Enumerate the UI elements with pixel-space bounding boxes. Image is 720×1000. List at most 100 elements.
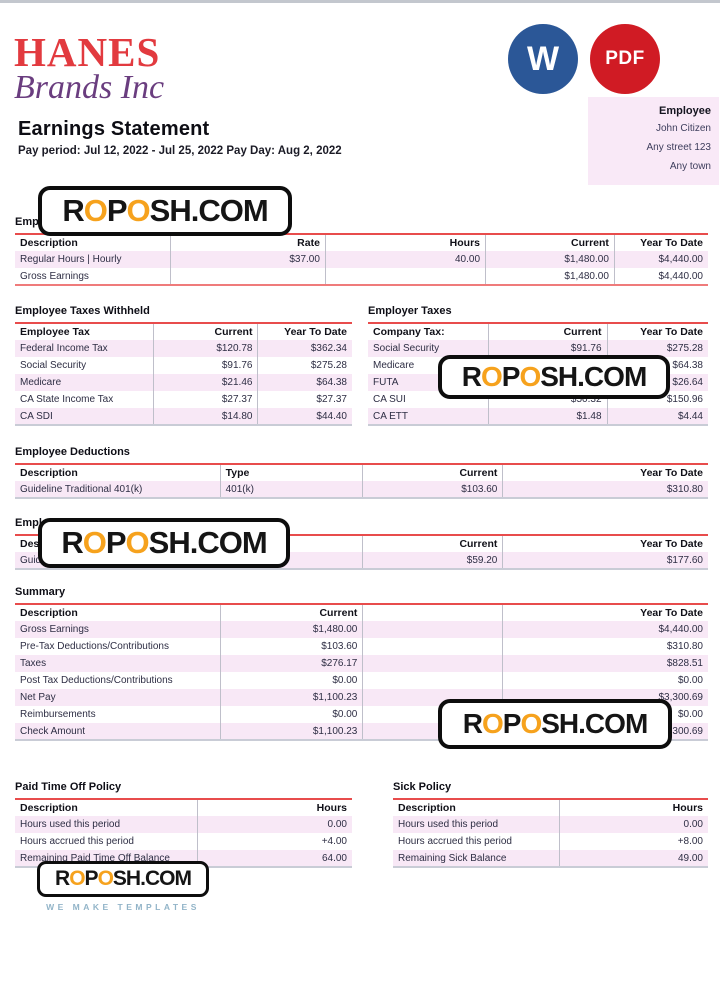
- pdf-file-icon[interactable]: PDF: [590, 24, 660, 94]
- watermark-letter: .: [189, 525, 199, 560]
- column-header: Description: [20, 802, 78, 814]
- logo-text-hanes: HANES: [14, 29, 161, 75]
- table-cell: $103.60: [362, 481, 503, 498]
- table-cell: [362, 672, 503, 689]
- section-title-sick-policy: Sick Policy: [393, 781, 452, 793]
- column-header: Year To Date: [502, 464, 708, 481]
- table-cell: Regular Hours | Hourly: [20, 254, 122, 265]
- section-title-summary: Summary: [15, 586, 66, 598]
- watermark-letter: H: [557, 361, 578, 392]
- table-cell: $103.60: [219, 638, 363, 655]
- table-cell: Medicare: [373, 360, 415, 371]
- table-cell: Social Security: [373, 343, 440, 354]
- table-cell: CA ETT: [373, 410, 409, 422]
- table-cell: Gross Earnings: [20, 624, 89, 635]
- watermark-letter: O: [519, 361, 541, 392]
- watermark-letter: C: [144, 867, 160, 890]
- column-header: Year To Date: [257, 323, 352, 340]
- table-cell: $1.48: [487, 408, 608, 425]
- table-row: Taxes $276.17 $828.51: [15, 655, 708, 672]
- employee-deductions-table: Description Type Current Year To Date Guidel…: [15, 463, 708, 499]
- table-cell: 401(k): [219, 481, 363, 498]
- column-header: Description: [20, 467, 78, 479]
- table-cell: $362.34: [257, 340, 352, 357]
- table-cell: +4.00: [197, 833, 352, 850]
- table-cell: Gross Earnings: [20, 270, 89, 282]
- section-title-employer-taxes: Employer Taxes: [368, 305, 452, 317]
- section-employee-deductions: Employee Deductions Description Type Curre…: [15, 446, 708, 499]
- table-cell: [169, 268, 326, 285]
- table-row: Social Security $91.76 $275.28: [368, 340, 708, 357]
- section-earnings: Employee Earnings DescriptionRateHoursCu…: [15, 216, 708, 286]
- table-row: Hours used this period 0.00: [393, 816, 708, 833]
- table-row: Medicare $21.46$64.38: [15, 374, 352, 391]
- watermark-letter: P: [105, 525, 127, 560]
- page-title: Earnings Statement: [18, 118, 210, 140]
- watermark-letter: .: [577, 361, 585, 392]
- column-header: Current: [487, 323, 608, 340]
- watermark-letter: R: [55, 867, 70, 890]
- table-cell: Guideline Traditional 401(k): [20, 483, 143, 495]
- section-title-employee-deductions: Employee Deductions: [15, 446, 130, 458]
- top-divider-bar: [0, 0, 720, 3]
- watermark-letter: P: [106, 193, 128, 228]
- watermark-letter: O: [520, 708, 542, 739]
- watermark-letter: O: [603, 361, 625, 392]
- table-cell: $1,480.00: [485, 251, 615, 268]
- table-header-row: Employee Tax Current Year To Date: [15, 323, 352, 340]
- earnings-table: Description Rate Hours Current Year To Date R…: [15, 233, 708, 286]
- table-cell: CA State Income Tax: [20, 394, 114, 405]
- table-row: Hours accrued this period +4.00: [15, 833, 352, 850]
- watermark-letter: P: [501, 361, 521, 392]
- table-cell: 0.00: [197, 816, 352, 833]
- table-cell: $0.00: [219, 672, 363, 689]
- watermark-letter: .: [578, 708, 586, 739]
- column-header: Year To Date: [606, 323, 708, 340]
- watermark-letter: H: [168, 525, 190, 560]
- column-header: Description: [20, 607, 78, 619]
- watermark-letter: S: [540, 361, 559, 392]
- watermark-letter: .: [190, 193, 200, 228]
- watermark-letter: O: [69, 867, 85, 890]
- table-cell: +8.00: [559, 833, 708, 850]
- employee-info-box: Employee John Citizen Any street 123 Any…: [588, 97, 719, 185]
- column-header: Current: [362, 464, 503, 481]
- table-cell: $14.80: [153, 408, 258, 425]
- column-header: Description: [20, 237, 78, 249]
- table-row: Gross Earnings $1,480.00 $4,440.00: [15, 268, 708, 285]
- table-cell: Taxes: [20, 658, 47, 669]
- section-title-employee-taxes: Employee Taxes Withheld: [15, 305, 150, 317]
- table-row: Regular Hours | Hourly $37.00 40.00 $1,480.…: [15, 251, 708, 268]
- table-cell: $1,480.00: [485, 268, 615, 285]
- column-header: Year To Date: [502, 535, 708, 552]
- logo-text-brands-inc: Brands Inc: [14, 69, 165, 106]
- table-cell: $1,480.00: [219, 621, 363, 638]
- table-cell: CA SDI: [20, 410, 53, 422]
- watermark-letter: O: [126, 193, 151, 228]
- column-header: Type: [219, 464, 363, 481]
- watermark-letter: C: [584, 708, 605, 739]
- employee-box-title: Employee: [659, 105, 711, 117]
- table-cell: $64.38: [257, 374, 352, 391]
- watermark-letter: O: [125, 525, 150, 560]
- table-cell: $828.51: [502, 655, 708, 672]
- watermark-letter: O: [219, 193, 244, 228]
- watermark-letter: P: [502, 708, 522, 739]
- table-cell: [324, 268, 486, 285]
- table-cell: $310.80: [502, 638, 708, 655]
- table-cell: $4,440.00: [613, 251, 708, 268]
- word-file-icon[interactable]: W: [508, 24, 578, 94]
- table-row: CA State Income Tax $27.37 $27.37: [15, 391, 352, 408]
- employee-taxes-table: Employee Tax Current Year To Date Federal I…: [15, 322, 352, 426]
- table-cell: 64.00: [197, 850, 352, 867]
- watermark-letter: O: [159, 867, 175, 890]
- table-cell: $1,100.23: [219, 689, 363, 706]
- employee-street: Any street 123: [646, 142, 711, 153]
- employee-name: John Citizen: [655, 123, 711, 134]
- watermark-letter: O: [480, 361, 503, 392]
- sick-policy-table: Description Hours Hours used this period 0.…: [393, 798, 708, 868]
